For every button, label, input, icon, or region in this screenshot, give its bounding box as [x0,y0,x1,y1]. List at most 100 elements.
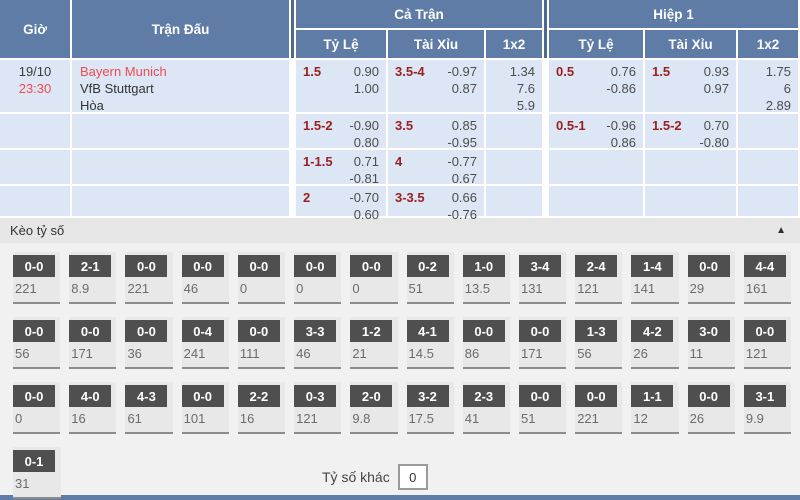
score-cell[interactable]: 4-4 161 [743,252,792,304]
odds-values[interactable]: 0.90 1.00 [354,63,379,97]
score-box[interactable]: 0-0 [13,320,55,342]
odds-cell-h1-1x2[interactable]: 1.75 6 2.89 [738,60,798,113]
score-cell[interactable]: 4-3 61 [125,382,173,434]
odds-value[interactable]: 0.66 [451,190,477,205]
score-cell[interactable]: 0-0 111 [237,317,286,369]
score-cell[interactable]: 0-0 0 [294,252,342,304]
odds-values[interactable]: -0.96 0.86 [606,117,636,151]
score-box[interactable]: 3-4 [518,255,561,277]
odds-value[interactable]: -0.95 [447,135,477,150]
score-box[interactable]: 0-0 [294,255,337,277]
odds-value[interactable]: 0.60 [353,207,379,222]
other-score-input[interactable]: 0 [397,464,428,490]
odds-cell-ft-over-under[interactable]: 3.5-4 -0.97 0.87 [388,60,484,112]
score-cell[interactable]: 0-3 121 [294,382,342,434]
odds-value[interactable]: -0.97 [447,64,477,79]
odds-value[interactable]: 0.71 [353,154,379,169]
odds-value[interactable]: 1.75 [765,64,791,79]
odds-values[interactable]: 0.76 -0.86 [606,63,636,97]
score-cell[interactable]: 3-1 9.9 [743,382,792,434]
score-cell[interactable]: 0-0 221 [13,252,61,304]
score-box[interactable]: 1-1 [631,385,674,407]
odds-value[interactable]: 0.76 [610,64,636,79]
odds-value[interactable]: -0.77 [447,154,477,169]
score-box[interactable]: 1-4 [631,255,674,277]
score-box[interactable]: 0-0 [181,255,224,277]
score-cell[interactable]: 0-0 171 [518,317,567,369]
odds-values[interactable]: -0.90 0.80 [349,117,379,151]
score-cell[interactable]: 3-3 46 [294,317,342,369]
score-cell[interactable]: 2-1 8.9 [69,252,117,304]
score-cell[interactable]: 0-0 101 [181,382,229,434]
score-box[interactable]: 0-3 [294,385,337,407]
score-box[interactable]: 0-2 [406,255,449,277]
odds-cell-ft-over-under[interactable]: 3-3.5 0.66 -0.76 [388,186,484,222]
odds-value[interactable]: -0.86 [606,81,636,96]
score-cell[interactable]: 3-2 17.5 [406,382,454,434]
score-cell[interactable]: 4-1 14.5 [406,317,454,369]
score-box[interactable]: 0-0 [125,320,168,342]
collapse-arrow-icon[interactable]: ▲ [776,225,786,236]
odds-value[interactable]: 0.67 [451,171,477,186]
score-box[interactable]: 4-2 [631,320,674,342]
odds-values[interactable]: 0.70 -0.80 [699,117,729,151]
score-box[interactable]: 2-2 [237,385,280,407]
score-cell[interactable]: 1-0 13.5 [462,252,510,304]
score-cell[interactable]: 0-0 29 [687,252,735,304]
odds-value[interactable]: -0.96 [606,118,636,133]
score-box[interactable]: 0-1 [13,450,55,472]
score-cell[interactable]: 0-0 171 [69,317,117,369]
score-cell[interactable]: 1-1 12 [631,382,679,434]
odds-value[interactable]: 0.87 [451,81,477,96]
score-box[interactable]: 3-2 [406,385,449,407]
score-box[interactable]: 0-0 [743,320,786,342]
odds-cell-h1-over-under[interactable]: 1.5-2 0.70 -0.80 [645,114,736,151]
odds-value[interactable]: 7.6 [516,81,535,96]
score-cell[interactable]: 2-0 9.8 [350,382,398,434]
odds-value[interactable]: -0.76 [447,207,477,222]
score-box[interactable]: 0-0 [518,385,561,407]
odds-value[interactable]: 0.93 [703,64,729,79]
score-box[interactable]: 0-0 [125,255,168,277]
score-box[interactable]: 4-0 [69,385,112,407]
odds-value[interactable]: 0.97 [703,81,729,96]
score-cell[interactable]: 1-3 56 [575,317,623,369]
odds-value[interactable]: 6 [783,81,791,96]
odds-cell-ft-handicap[interactable]: 2 -0.70 0.60 [296,186,386,222]
odds-values[interactable]: 0.85 -0.95 [447,117,477,151]
score-cell[interactable]: 4-0 16 [69,382,117,434]
odds-cell-ft-handicap[interactable]: 1-1.5 0.71 -0.81 [296,150,386,186]
odds-value[interactable]: 0.86 [610,135,636,150]
odds-values[interactable]: -0.70 0.60 [349,189,379,223]
odds-values[interactable]: 0.66 -0.76 [447,189,477,223]
score-cell[interactable]: 0-2 51 [406,252,454,304]
score-cell[interactable]: 0-0 221 [575,382,623,434]
score-box[interactable]: 3-1 [743,385,786,407]
score-cell[interactable]: 0-1 31 [13,447,61,499]
score-box[interactable]: 0-0 [181,385,224,407]
odds-cell-h1-handicap[interactable]: 0.5 0.76 -0.86 [549,60,643,112]
odds-value[interactable]: -0.80 [699,135,729,150]
score-box[interactable]: 0-0 [462,320,505,342]
score-cell[interactable]: 1-4 141 [631,252,679,304]
score-box[interactable]: 4-4 [743,255,786,277]
odds-cell-ft-1x2[interactable]: 1.34 7.6 5.9 [486,60,542,114]
score-cell[interactable]: 0-0 26 [687,382,735,434]
score-box[interactable]: 0-0 [13,385,55,407]
odds-value[interactable]: 0.80 [353,135,379,150]
score-cell[interactable]: 2-2 16 [237,382,286,434]
score-box[interactable]: 2-4 [575,255,618,277]
score-box[interactable]: 0-0 [13,255,55,277]
score-cell[interactable]: 0-0 56 [13,317,61,369]
odds-values[interactable]: 1.34 7.6 5.9 [510,63,535,114]
odds-cell-h1-over-under[interactable]: 1.5 0.93 0.97 [645,60,736,112]
odds-value[interactable]: 0.70 [703,118,729,133]
score-cell[interactable]: 2-4 121 [575,252,623,304]
score-cell[interactable]: 0-0 0 [237,252,286,304]
score-cell[interactable]: 0-0 221 [125,252,173,304]
score-cell[interactable]: 0-0 46 [181,252,229,304]
score-box[interactable]: 0-0 [575,385,618,407]
score-cell[interactable]: 0-0 51 [518,382,567,434]
odds-values[interactable]: 0.93 0.97 [704,63,729,97]
score-cell[interactable]: 2-3 41 [462,382,510,434]
